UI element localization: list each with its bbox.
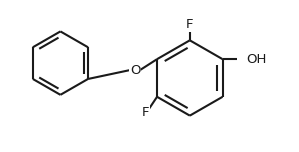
Text: F: F — [141, 106, 149, 119]
Text: F: F — [186, 18, 193, 31]
Text: OH: OH — [246, 53, 267, 66]
Text: O: O — [130, 64, 140, 77]
